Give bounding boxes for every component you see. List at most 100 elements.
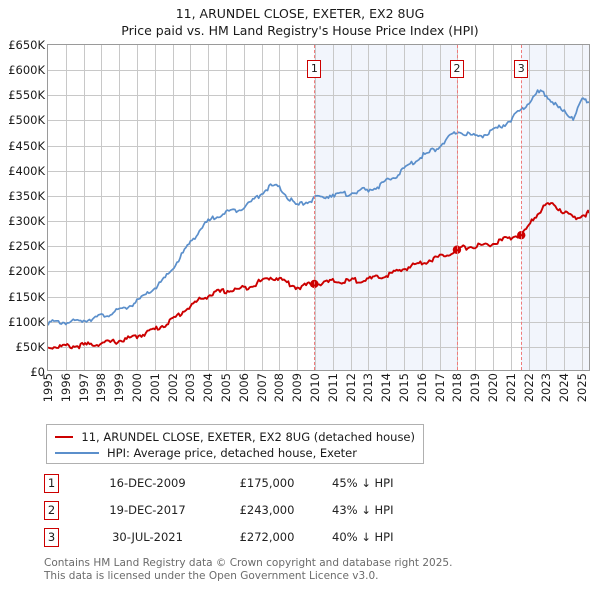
- gridline-vertical: [119, 45, 121, 370]
- gridline-vertical: [564, 45, 566, 370]
- y-axis-tick-label: £400K: [8, 163, 45, 178]
- y-axis-tick-label: £600K: [8, 63, 45, 78]
- x-axis-tick-label: 2024: [557, 373, 572, 403]
- x-axis-tick-label: 2000: [130, 373, 145, 403]
- shaded-region: [314, 45, 457, 370]
- x-axis-tick-label: 2011: [325, 373, 340, 403]
- y-axis-tick-label: £350K: [8, 188, 45, 203]
- x-axis-tick-label: 2020: [486, 373, 501, 403]
- gridline-vertical: [493, 45, 495, 370]
- gridline-horizontal: [48, 120, 589, 122]
- transaction-date: 30-JUL-2021: [112, 530, 183, 544]
- x-axis-tick-label: 2022: [521, 373, 536, 403]
- legend-label: HPI: Average price, detached house, Exet…: [107, 446, 357, 460]
- plot-inner: 1 2 3: [48, 45, 589, 370]
- gridline-vertical: [457, 45, 459, 370]
- gridline-vertical: [421, 45, 423, 370]
- legend-item: HPI: Average price, detached house, Exet…: [55, 445, 415, 461]
- x-axis-tick-label: 2012: [343, 373, 358, 403]
- gridline-vertical: [315, 45, 317, 370]
- sale-marker-badge[interactable]: 1: [307, 60, 322, 78]
- x-axis-tick-label: 2016: [414, 373, 429, 403]
- x-axis-tick-label: 2004: [201, 373, 216, 403]
- x-axis-tick-label: 2007: [254, 373, 269, 403]
- x-axis-tick-label: 2023: [539, 373, 554, 403]
- gridline-vertical: [65, 45, 67, 370]
- table-row[interactable]: 1 16-DEC-2009 £175,000 45% ↓ HPI: [44, 473, 464, 500]
- x-axis-tick-label: 2015: [397, 373, 412, 403]
- series-line-property: [48, 202, 589, 350]
- x-axis-tick-label: 2005: [219, 373, 234, 403]
- gridline-vertical: [332, 45, 334, 370]
- transaction-price: £243,000: [239, 503, 295, 517]
- y-axis-tick-label: £50K: [15, 339, 46, 354]
- y-axis-tick-label: £200K: [8, 264, 45, 279]
- x-axis-tick-label: 2009: [290, 373, 305, 403]
- x-axis-tick-label: 1998: [94, 373, 109, 403]
- x-axis-tick-label: 2018: [450, 373, 465, 403]
- x-axis-tick-label: 2006: [236, 373, 251, 403]
- gridline-vertical: [226, 45, 228, 370]
- gridline-vertical: [190, 45, 192, 370]
- table-row[interactable]: 3 30-JUL-2021 £272,000 40% ↓ HPI: [44, 527, 464, 554]
- sale-marker-line: [521, 45, 523, 370]
- title-block: 11, ARUNDEL CLOSE, EXETER, EX2 8UG Price…: [0, 0, 600, 39]
- gridline-vertical: [404, 45, 406, 370]
- gridline-vertical: [386, 45, 388, 370]
- y-axis-tick-label: £550K: [8, 88, 45, 103]
- legend-item: 11, ARUNDEL CLOSE, EXETER, EX2 8UG (deta…: [55, 429, 415, 445]
- gridline-horizontal: [48, 271, 589, 273]
- sale-marker-line: [456, 45, 458, 370]
- table-row[interactable]: 2 19-DEC-2017 £243,000 43% ↓ HPI: [44, 500, 464, 527]
- x-axis-tick-label: 2021: [503, 373, 518, 403]
- gridline-vertical: [154, 45, 156, 370]
- sale-marker-line: [314, 45, 316, 370]
- footer-line-1: Contains HM Land Registry data © Crown c…: [44, 557, 453, 569]
- gridline-horizontal: [48, 346, 589, 348]
- transaction-price: £175,000: [239, 476, 295, 490]
- gridline-vertical: [475, 45, 477, 370]
- x-axis-tick-label: 2013: [361, 373, 376, 403]
- gridline-vertical: [439, 45, 441, 370]
- legend-color-swatch: [55, 436, 74, 438]
- x-axis-tick-label: 2002: [165, 373, 180, 403]
- legend-color-swatch: [55, 452, 99, 454]
- transaction-hpi-delta: 43% ↓ HPI: [332, 503, 394, 517]
- chart-legend: 11, ARUNDEL CLOSE, EXETER, EX2 8UG (deta…: [46, 424, 424, 464]
- gridline-horizontal: [48, 321, 589, 323]
- y-axis-tick-label: £450K: [8, 138, 45, 153]
- transaction-hpi-delta: 45% ↓ HPI: [332, 476, 394, 490]
- gridline-vertical: [510, 45, 512, 370]
- transaction-index-badge: 3: [44, 528, 59, 547]
- x-axis-tick-label: 2003: [183, 373, 198, 403]
- sale-marker-badge[interactable]: 3: [514, 60, 529, 78]
- gridline-vertical: [279, 45, 281, 370]
- page-subtitle: Price paid vs. HM Land Registry's House …: [121, 23, 479, 38]
- gridline-vertical: [546, 45, 548, 370]
- transaction-hpi-delta: 40% ↓ HPI: [332, 530, 394, 544]
- x-axis-tick-label: 2001: [147, 373, 162, 403]
- transactions-table: 1 16-DEC-2009 £175,000 45% ↓ HPI 2 19-DEC-201…: [44, 473, 464, 554]
- y-axis-tick-label: £0: [30, 365, 45, 379]
- y-axis-tick-label: £650K: [8, 38, 45, 52]
- gridline-vertical: [172, 45, 174, 370]
- gridline-vertical: [261, 45, 263, 370]
- x-axis-tick-label: 2017: [432, 373, 447, 403]
- gridline-vertical: [83, 45, 85, 370]
- y-axis-tick-label: £250K: [8, 239, 45, 254]
- sale-marker-badge[interactable]: 2: [449, 60, 464, 78]
- gridline-horizontal: [48, 170, 589, 172]
- gridline-vertical: [137, 45, 139, 370]
- footer: Contains HM Land Registry data © Crown c…: [44, 557, 584, 582]
- gridline-horizontal: [48, 145, 589, 147]
- gridline-horizontal: [48, 95, 589, 97]
- gridline-vertical: [528, 45, 530, 370]
- gridline-horizontal: [48, 221, 589, 223]
- page-title: 11, ARUNDEL CLOSE, EXETER, EX2 8UG: [175, 6, 425, 21]
- footer-line-2: This data is licensed under the Open Gov…: [44, 569, 379, 582]
- gridline-vertical: [582, 45, 584, 370]
- x-axis: 1995 1996 1997 1998 1999 2000 2001 2002 2003 2004…: [41, 373, 590, 419]
- gridline-vertical: [101, 45, 103, 370]
- x-axis-tick-label: 1997: [76, 373, 91, 403]
- x-axis-tick-label: 1996: [58, 373, 73, 403]
